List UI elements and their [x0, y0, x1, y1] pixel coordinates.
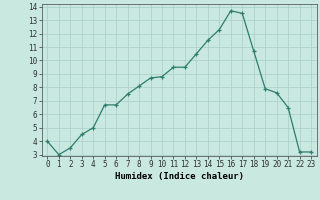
X-axis label: Humidex (Indice chaleur): Humidex (Indice chaleur) — [115, 172, 244, 181]
